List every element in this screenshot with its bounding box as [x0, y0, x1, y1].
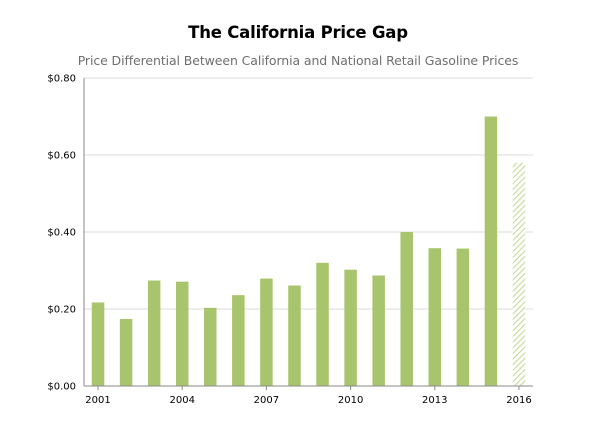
- bar-2003: [147, 280, 161, 386]
- x-tick-label: 2010: [338, 395, 363, 406]
- y-tick-label: $0.20: [47, 305, 76, 316]
- bar-2014: [456, 248, 470, 386]
- x-tick-label: 2016: [506, 395, 531, 406]
- bar-2007: [260, 278, 273, 386]
- bar-2006: [232, 295, 245, 386]
- bar-2011: [372, 275, 385, 386]
- x-tick-label: 2013: [422, 395, 447, 406]
- chart-subtitle: Price Differential Between California an…: [77, 53, 519, 68]
- y-tick-label: $0.60: [47, 151, 76, 162]
- y-tick-label: $0.00: [47, 382, 76, 393]
- y-tick-label: $0.40: [47, 228, 76, 239]
- bars: [91, 116, 526, 386]
- chart-title: The California Price Gap: [188, 23, 408, 42]
- bar-2016: [512, 162, 526, 386]
- x-tick-label: 2004: [169, 395, 194, 406]
- tick-labels: $0.00 $0.20 $0.40 $0.60 $0.80 2001 2004 2007 201…: [47, 74, 531, 407]
- x-tick-label: 2007: [254, 395, 279, 406]
- bar-2004: [175, 281, 189, 386]
- bar-2002: [119, 319, 133, 386]
- axes: [83, 78, 533, 390]
- bar-2009: [316, 262, 329, 386]
- bar-2005: [204, 307, 217, 386]
- bar-2001: [91, 302, 105, 386]
- bar-2008: [288, 285, 301, 386]
- bar-2015: [484, 116, 498, 386]
- bar-2012: [400, 232, 413, 386]
- bar-2010: [344, 269, 357, 386]
- y-tick-label: $0.80: [47, 74, 76, 85]
- x-tick-label: 2001: [85, 395, 110, 406]
- bar-2013: [428, 248, 442, 386]
